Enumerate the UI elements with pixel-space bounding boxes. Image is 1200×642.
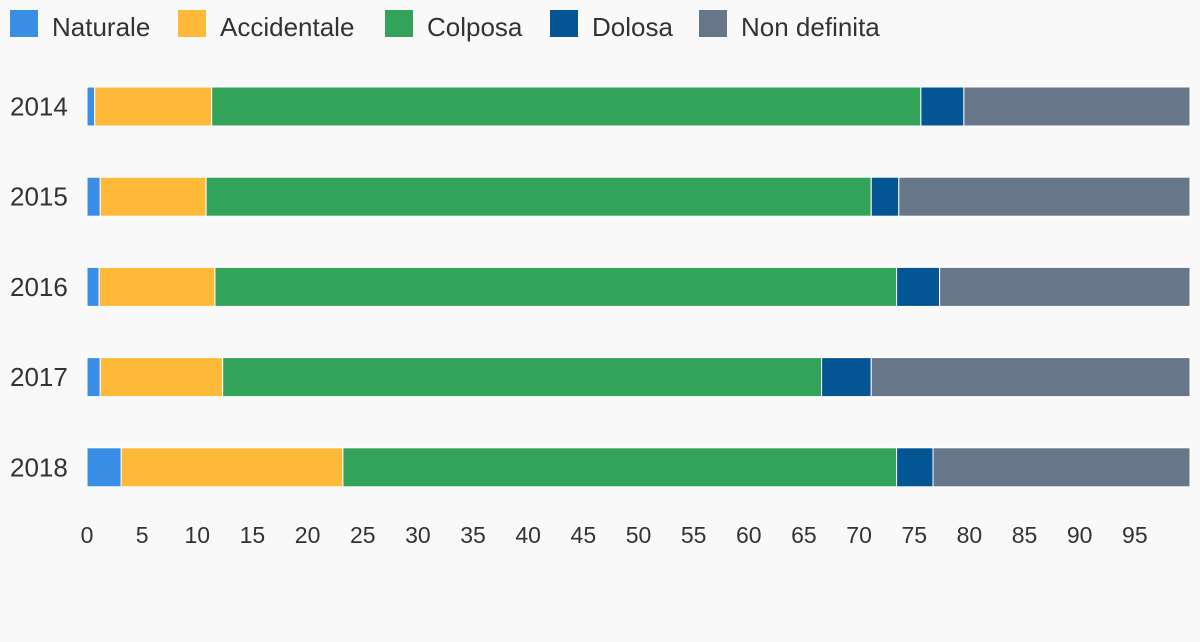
category-label-2015: 2015 — [10, 182, 68, 212]
category-axis: 2014 2015 2016 2017 2018 — [10, 92, 68, 483]
legend-item-naturale[interactable]: Naturale — [10, 10, 150, 42]
bar-segment-colposa-2015[interactable] — [205, 176, 872, 217]
x-tick-label-50: 50 — [626, 522, 652, 548]
bar-segment-non-definita-2018[interactable] — [932, 447, 1191, 488]
legend-swatch-dolosa — [550, 10, 578, 37]
x-tick-label-20: 20 — [295, 522, 321, 548]
bar-segment-dolosa-2015[interactable] — [870, 176, 900, 217]
bar-segment-dolosa-2018[interactable] — [896, 447, 934, 488]
x-tick-label-30: 30 — [405, 522, 431, 548]
legend-label-colposa: Colposa — [427, 12, 523, 42]
bar-segment-non-definita-2017[interactable] — [870, 357, 1191, 398]
bar-segment-dolosa-2016[interactable] — [896, 266, 941, 307]
category-label-2018: 2018 — [10, 452, 68, 482]
bar-segment-naturale-2015[interactable] — [86, 176, 101, 217]
x-tick-label-0: 0 — [81, 522, 94, 548]
value-axis: 0 5 10 15 20 25 30 35 40 45 50 55 60 65 70 75 80 85 90 95 — [81, 522, 1148, 548]
x-tick-label-5: 5 — [136, 522, 149, 548]
x-tick-label-40: 40 — [515, 522, 541, 548]
bar-row-2016 — [86, 266, 1191, 307]
bar-segment-naturale-2018[interactable] — [86, 447, 122, 488]
bar-segment-naturale-2014[interactable] — [86, 86, 96, 127]
bar-segment-dolosa-2017[interactable] — [821, 357, 872, 398]
legend-swatch-colposa — [385, 10, 413, 37]
bar-segment-colposa-2014[interactable] — [211, 86, 922, 127]
bar-segment-non-definita-2016[interactable] — [939, 266, 1191, 307]
bar-segment-colposa-2018[interactable] — [342, 447, 898, 488]
legend-label-accidentale: Accidentale — [220, 12, 354, 42]
x-tick-label-35: 35 — [460, 522, 486, 548]
legend-swatch-non-definita — [699, 10, 727, 37]
legend-label-naturale: Naturale — [52, 12, 150, 42]
bar-segment-colposa-2017[interactable] — [222, 357, 823, 398]
bar-segment-non-definita-2014[interactable] — [963, 86, 1191, 127]
x-tick-label-55: 55 — [681, 522, 707, 548]
bar-row-2015 — [86, 176, 1191, 217]
bar-segment-accidentale-2014[interactable] — [94, 86, 213, 127]
x-tick-label-95: 95 — [1122, 522, 1148, 548]
x-tick-label-25: 25 — [350, 522, 376, 548]
legend-item-non-definita[interactable]: Non definita — [699, 10, 880, 42]
x-tick-label-70: 70 — [846, 522, 872, 548]
x-tick-label-65: 65 — [791, 522, 817, 548]
x-tick-label-60: 60 — [736, 522, 762, 548]
bar-segment-naturale-2017[interactable] — [86, 357, 101, 398]
bar-row-2014 — [86, 86, 1191, 127]
bar-row-2017 — [86, 357, 1191, 398]
bar-segment-naturale-2016[interactable] — [86, 266, 100, 307]
bar-row-2018 — [86, 447, 1191, 488]
x-tick-label-75: 75 — [901, 522, 927, 548]
legend-swatch-accidentale — [178, 10, 206, 37]
legend-item-colposa[interactable]: Colposa — [385, 10, 523, 42]
bar-segment-non-definita-2015[interactable] — [898, 176, 1191, 217]
x-tick-label-15: 15 — [240, 522, 266, 548]
bar-area — [86, 86, 1191, 488]
bar-segment-accidentale-2017[interactable] — [99, 357, 224, 398]
legend-swatch-naturale — [10, 10, 38, 37]
bar-segment-accidentale-2015[interactable] — [99, 176, 207, 217]
legend-label-non-definita: Non definita — [741, 12, 880, 42]
category-label-2014: 2014 — [10, 92, 68, 122]
x-tick-label-45: 45 — [571, 522, 597, 548]
x-tick-label-85: 85 — [1012, 522, 1038, 548]
x-tick-label-10: 10 — [185, 522, 211, 548]
x-tick-label-90: 90 — [1067, 522, 1093, 548]
bar-segment-colposa-2016[interactable] — [214, 266, 898, 307]
category-label-2016: 2016 — [10, 272, 68, 302]
bar-segment-accidentale-2016[interactable] — [98, 266, 216, 307]
legend-label-dolosa: Dolosa — [592, 12, 673, 42]
bar-segment-dolosa-2014[interactable] — [920, 86, 965, 127]
legend-item-dolosa[interactable]: Dolosa — [550, 10, 673, 42]
category-label-2017: 2017 — [10, 362, 68, 392]
bar-segment-accidentale-2018[interactable] — [120, 447, 344, 488]
chart-legend: Naturale Accidentale Colposa Dolosa Non defi… — [10, 10, 880, 42]
x-tick-label-80: 80 — [957, 522, 983, 548]
legend-item-accidentale[interactable]: Accidentale — [178, 10, 354, 42]
